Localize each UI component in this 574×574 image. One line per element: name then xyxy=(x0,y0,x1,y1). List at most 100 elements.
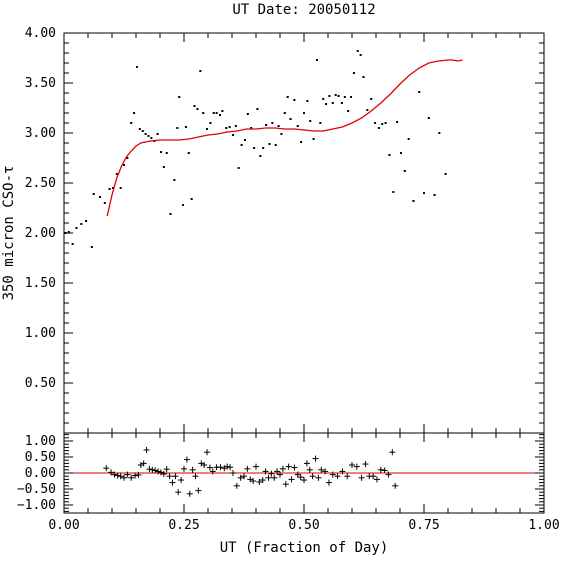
residual-point xyxy=(325,479,332,486)
residual-point xyxy=(334,473,341,480)
residual-point xyxy=(268,470,275,477)
data-point xyxy=(144,133,147,135)
residual-point xyxy=(241,473,247,480)
residual-point xyxy=(140,460,147,467)
data-point xyxy=(356,50,359,52)
residual-point xyxy=(282,481,289,488)
data-point xyxy=(240,144,243,146)
data-point xyxy=(133,112,136,114)
data-point xyxy=(315,59,318,61)
data-point xyxy=(377,127,380,129)
residual-point xyxy=(322,468,329,475)
y-tick-label: 0.50 xyxy=(25,450,56,465)
data-point xyxy=(274,144,277,146)
residual-point xyxy=(370,473,377,480)
fit-curve xyxy=(106,59,463,217)
residuals-panel: 1.000.500.00−0.50−1.00 xyxy=(17,432,545,514)
residual-point xyxy=(172,473,179,480)
y-tick-label: 4.00 xyxy=(25,26,56,41)
data-point xyxy=(156,133,159,135)
data-point xyxy=(234,125,237,127)
data-point xyxy=(347,110,350,112)
data-point xyxy=(150,137,153,139)
residual-point xyxy=(169,479,176,486)
data-point xyxy=(196,108,199,110)
residual-point xyxy=(146,466,153,473)
residual-point xyxy=(309,473,316,480)
y-tick-label: −0.50 xyxy=(17,482,56,497)
residual-point xyxy=(103,465,110,472)
residual-point xyxy=(288,476,295,483)
data-point xyxy=(303,112,305,114)
residual-point xyxy=(389,449,396,456)
residual-point xyxy=(244,465,251,472)
data-point xyxy=(309,120,312,122)
data-point xyxy=(237,167,240,169)
residual-point xyxy=(229,470,236,476)
data-point xyxy=(331,102,334,104)
residual-point xyxy=(358,474,365,481)
y-tick-label: 0.00 xyxy=(25,466,56,481)
chart-title: UT Date: 20050112 xyxy=(232,2,375,18)
x-tick-label: 0.00 xyxy=(48,518,79,533)
data-point xyxy=(119,187,122,189)
residual-point xyxy=(277,471,283,478)
residual-point xyxy=(315,474,322,481)
residual-point xyxy=(175,489,182,496)
residual-point xyxy=(181,465,187,472)
residuals-y-ticks: 1.000.500.00−0.50−1.00 xyxy=(17,434,544,513)
residual-point xyxy=(195,487,202,494)
data-point xyxy=(350,96,353,98)
data-point xyxy=(176,127,179,129)
data-point xyxy=(219,114,221,116)
data-point xyxy=(407,138,410,140)
data-point xyxy=(246,113,249,115)
residual-point xyxy=(163,466,170,473)
residual-point xyxy=(124,471,131,478)
data-point xyxy=(212,112,215,114)
residual-point xyxy=(294,471,301,478)
data-point xyxy=(184,126,187,128)
data-point xyxy=(325,103,328,105)
data-point xyxy=(243,139,246,141)
residual-point xyxy=(204,449,211,456)
residual-point xyxy=(206,464,213,471)
data-point xyxy=(90,246,93,248)
data-point xyxy=(169,213,172,215)
data-point xyxy=(80,223,83,225)
data-point xyxy=(312,138,315,140)
residual-point xyxy=(262,468,269,475)
data-point xyxy=(343,96,346,98)
data-point xyxy=(277,125,280,127)
residual-point xyxy=(143,446,150,453)
data-point xyxy=(374,122,377,124)
residual-point xyxy=(149,466,156,473)
data-point xyxy=(384,122,387,124)
residual-point xyxy=(114,472,121,479)
data-point xyxy=(388,154,391,156)
data-point xyxy=(444,173,447,175)
residual-point xyxy=(108,469,115,476)
residual-point xyxy=(279,465,286,472)
residual-point xyxy=(178,477,185,484)
data-point xyxy=(225,127,228,129)
data-point xyxy=(253,147,256,149)
residual-point xyxy=(297,474,304,481)
y-tick-label: 2.00 xyxy=(25,226,56,241)
y-tick-label: 1.00 xyxy=(25,326,56,341)
data-point xyxy=(427,117,430,119)
y-tick-label: −1.00 xyxy=(17,498,56,513)
residual-point xyxy=(291,464,298,471)
data-point xyxy=(412,200,415,202)
data-point xyxy=(64,232,67,234)
data-point xyxy=(75,227,78,229)
data-point xyxy=(328,95,331,97)
y-tick-label: 3.00 xyxy=(25,126,56,141)
residual-point xyxy=(192,473,199,480)
residual-point xyxy=(160,470,167,477)
data-point xyxy=(396,121,399,123)
data-point xyxy=(126,157,129,159)
residual-point xyxy=(377,466,384,473)
residual-point xyxy=(274,468,281,475)
main-panel: 4.00 3.50 3.00 2.50 2.00 1.50 1.00 0.50 xyxy=(25,26,545,434)
